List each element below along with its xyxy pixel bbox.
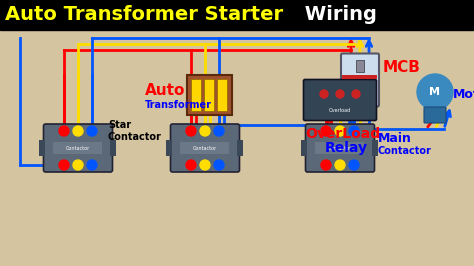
FancyBboxPatch shape	[341, 53, 379, 106]
Circle shape	[335, 126, 345, 136]
Bar	[54, 142, 102, 154]
Circle shape	[214, 126, 224, 136]
Bar	[237, 140, 244, 156]
Circle shape	[352, 90, 360, 98]
Circle shape	[200, 126, 210, 136]
Bar	[0, 30, 474, 266]
Circle shape	[186, 126, 196, 136]
Circle shape	[349, 160, 359, 170]
Text: M: M	[429, 87, 440, 97]
Circle shape	[87, 160, 97, 170]
Text: OverLoad: OverLoad	[305, 127, 380, 141]
Bar	[218, 79, 228, 111]
Circle shape	[73, 160, 83, 170]
Text: Wiring: Wiring	[298, 6, 377, 24]
Text: MCB: MCB	[383, 60, 420, 74]
Circle shape	[321, 126, 331, 136]
Bar	[188, 75, 233, 115]
Bar	[316, 142, 365, 154]
Circle shape	[214, 160, 224, 170]
Text: Motor: Motor	[453, 89, 474, 102]
Bar	[110, 140, 117, 156]
Text: Overload: Overload	[329, 107, 351, 113]
FancyBboxPatch shape	[306, 124, 374, 172]
Circle shape	[417, 74, 453, 110]
Text: Contactor: Contactor	[377, 146, 431, 156]
Bar	[166, 140, 173, 156]
Circle shape	[320, 90, 328, 98]
Bar	[0, 0, 474, 30]
Circle shape	[321, 160, 331, 170]
Circle shape	[336, 90, 344, 98]
Bar	[191, 79, 201, 111]
Circle shape	[59, 126, 69, 136]
Text: Contactor: Contactor	[328, 146, 352, 151]
Text: Auto: Auto	[145, 83, 185, 98]
FancyBboxPatch shape	[303, 80, 376, 120]
Text: Auto Transformer Starter: Auto Transformer Starter	[5, 6, 283, 24]
FancyBboxPatch shape	[44, 124, 112, 172]
Bar	[356, 60, 364, 72]
Bar	[343, 75, 377, 79]
Text: Transformer: Transformer	[145, 100, 212, 110]
Text: Star
Contactor: Star Contactor	[108, 120, 162, 142]
Bar	[204, 79, 215, 111]
Bar	[373, 140, 379, 156]
Circle shape	[87, 126, 97, 136]
Circle shape	[335, 160, 345, 170]
Bar	[301, 140, 308, 156]
Circle shape	[349, 126, 359, 136]
Circle shape	[73, 126, 83, 136]
Text: Contactor: Contactor	[193, 146, 217, 151]
Bar	[39, 140, 46, 156]
Circle shape	[200, 160, 210, 170]
FancyBboxPatch shape	[171, 124, 239, 172]
FancyBboxPatch shape	[424, 107, 446, 123]
Circle shape	[186, 160, 196, 170]
Bar	[181, 142, 229, 154]
Text: Relay: Relay	[325, 141, 368, 155]
Circle shape	[59, 160, 69, 170]
Text: Main: Main	[377, 131, 411, 144]
Text: Contactor: Contactor	[66, 146, 90, 151]
